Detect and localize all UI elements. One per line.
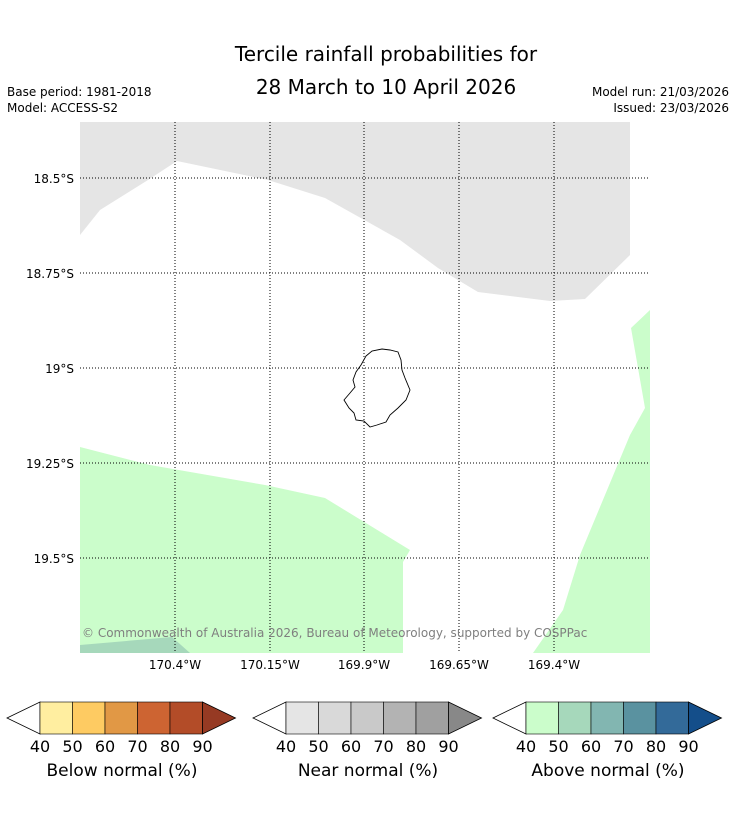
colorbar-title-below: Below normal (%) xyxy=(46,761,198,781)
lon-label: 170.15°W xyxy=(240,658,300,672)
colorbar-ticks: 40 50 60 70 80 90 xyxy=(30,737,213,756)
base-info: Base period: 1981-2018 Model: ACCESS-S2 xyxy=(7,84,152,116)
colorbar-box xyxy=(383,701,417,735)
colorbar-tick: 40 xyxy=(516,737,536,756)
colorbar-tick: 40 xyxy=(30,737,50,756)
colorbar-box xyxy=(558,701,592,735)
colorbar-extend-min xyxy=(6,701,41,735)
lat-label: 18.75°S xyxy=(26,267,74,281)
colorbar-tick: 70 xyxy=(373,737,393,756)
colorbar-box xyxy=(318,701,352,735)
colorbar-tick: 60 xyxy=(95,737,115,756)
colorbar-tick: 50 xyxy=(308,737,328,756)
colorbar-boxes xyxy=(252,701,483,735)
colorbar-tick: 80 xyxy=(646,737,666,756)
colorbar-tick: 70 xyxy=(613,737,633,756)
colorbar-ticks: 40 50 60 70 80 90 xyxy=(516,737,699,756)
colorbar-tick: 50 xyxy=(548,737,568,756)
lon-label: 169.9°W xyxy=(338,658,390,672)
lat-label: 19°S xyxy=(45,362,74,376)
colorbar-box xyxy=(169,701,203,735)
colorbar-extend-max xyxy=(688,701,723,735)
lon-label: 170.4°W xyxy=(149,658,201,672)
near-normal-region xyxy=(80,122,630,301)
colorbar-title-near: Near normal (%) xyxy=(297,761,439,781)
colorbar-tick: 90 xyxy=(192,737,212,756)
latitude-labels: 18.5°S 18.75°S 19°S 19.25°S 19.5°S xyxy=(26,172,74,566)
graticule xyxy=(80,122,650,653)
colorbar-below-normal: 40 50 60 70 80 90 xyxy=(6,701,237,756)
title-line-2: 28 March to 10 April 2026 xyxy=(255,75,517,99)
colorbar-tick: 70 xyxy=(127,737,147,756)
colorbar-boxes xyxy=(492,701,723,735)
colorbar-box xyxy=(350,701,384,735)
lon-label: 169.65°W xyxy=(429,658,489,672)
colorbar-tick: 90 xyxy=(438,737,458,756)
colorbar-box xyxy=(415,701,449,735)
map-title: Tercile rainfall probabilities for 28 Ma… xyxy=(0,38,736,104)
above-normal-50-patch xyxy=(80,637,190,653)
colorbar-ticks: 40 50 60 70 80 90 xyxy=(276,737,459,756)
colorbar-box xyxy=(39,701,73,735)
colorbar-tick: 80 xyxy=(160,737,180,756)
colorbar-box xyxy=(655,701,689,735)
model-label: Model: ACCESS-S2 xyxy=(7,101,119,115)
colorbar-above-normal: 40 50 60 70 80 90 xyxy=(492,701,723,756)
issued-label: Issued: 23/03/2026 xyxy=(613,101,729,115)
title-line-1: Tercile rainfall probabilities for xyxy=(234,42,538,66)
colorbar-tick: 90 xyxy=(678,737,698,756)
lat-label: 18.5°S xyxy=(34,172,74,186)
colorbar-tick: 40 xyxy=(276,737,296,756)
lat-label: 19.25°S xyxy=(26,457,74,471)
colorbar-box xyxy=(104,701,138,735)
lat-label: 19.5°S xyxy=(34,552,74,566)
colorbar-near-normal: 40 50 60 70 80 90 xyxy=(252,701,483,756)
colorbar-extend-max xyxy=(448,701,483,735)
colorbar-tick: 80 xyxy=(406,737,426,756)
map-figure: © Commonwealth of Australia 2026, Bureau… xyxy=(26,122,650,672)
above-normal-region-east xyxy=(533,310,650,653)
colorbar-extend-max xyxy=(202,701,237,735)
base-period-label: Base period: 1981-2018 xyxy=(7,85,152,99)
colorbar-box xyxy=(137,701,171,735)
map-area: © Commonwealth of Australia 2026, Bureau… xyxy=(80,122,650,653)
above-normal-region-southwest xyxy=(80,447,410,653)
colorbar-box xyxy=(525,701,559,735)
colorbar-box xyxy=(72,701,106,735)
copyright-text: © Commonwealth of Australia 2026, Bureau… xyxy=(82,626,587,640)
colorbar-box xyxy=(285,701,319,735)
colorbar-extend-min xyxy=(492,701,527,735)
colorbar-boxes xyxy=(6,701,237,735)
run-info: Model run: 21/03/2026 Issued: 23/03/2026 xyxy=(592,84,729,116)
colorbar-tick: 60 xyxy=(341,737,361,756)
colorbar-title-above: Above normal (%) xyxy=(531,761,685,781)
colorbar-box xyxy=(590,701,624,735)
model-run-label: Model run: 21/03/2026 xyxy=(591,85,729,99)
colorbar-extend-min xyxy=(252,701,287,735)
longitude-labels: 170.4°W 170.15°W 169.9°W 169.65°W 169.4°… xyxy=(149,658,580,672)
colorbar-box xyxy=(623,701,657,735)
island-outline xyxy=(343,348,411,428)
colorbar-tick: 50 xyxy=(62,737,82,756)
lon-label: 169.4°W xyxy=(528,658,580,672)
colorbar-tick: 60 xyxy=(581,737,601,756)
